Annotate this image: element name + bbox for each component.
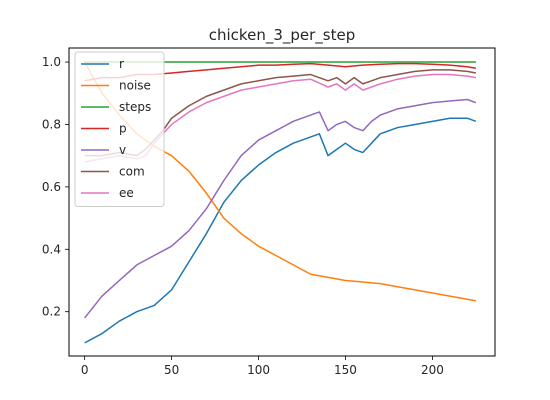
x-tick-label: 150 bbox=[334, 363, 357, 377]
axes-frame bbox=[68, 47, 496, 357]
legend: r noise steps pv com ee bbox=[74, 51, 165, 207]
x-tick-label: 0 bbox=[81, 363, 89, 377]
x-tick-label: 50 bbox=[164, 363, 179, 377]
y-tick-label: 0.8 bbox=[42, 117, 61, 131]
series-line-r bbox=[84, 117, 477, 344]
legend-label-v: v bbox=[119, 143, 126, 157]
y-tick-label: 0.2 bbox=[42, 305, 61, 319]
y-axis: 0.2 0.4 0.6 0.8 1.0 bbox=[42, 55, 69, 319]
legend-label-r: r bbox=[119, 57, 124, 71]
legend-label-p: p bbox=[119, 122, 127, 136]
y-tick-label: 1.0 bbox=[42, 55, 61, 69]
x-tick-label: 200 bbox=[421, 363, 444, 377]
legend-box bbox=[74, 51, 165, 207]
legend-label-com: com bbox=[119, 165, 145, 179]
x-tick-label: 100 bbox=[247, 363, 270, 377]
legend-label-noise: noise bbox=[119, 79, 151, 93]
chart-title: chicken_3_per_step bbox=[209, 26, 355, 45]
y-tick-label: 0.4 bbox=[42, 242, 61, 256]
y-tick-label: 0.6 bbox=[42, 180, 61, 194]
legend-label-steps: steps bbox=[119, 100, 151, 114]
series-line-v bbox=[84, 98, 477, 319]
legend-label-ee: ee bbox=[119, 186, 134, 200]
x-axis: 0 50 100 150 200 bbox=[81, 356, 444, 377]
